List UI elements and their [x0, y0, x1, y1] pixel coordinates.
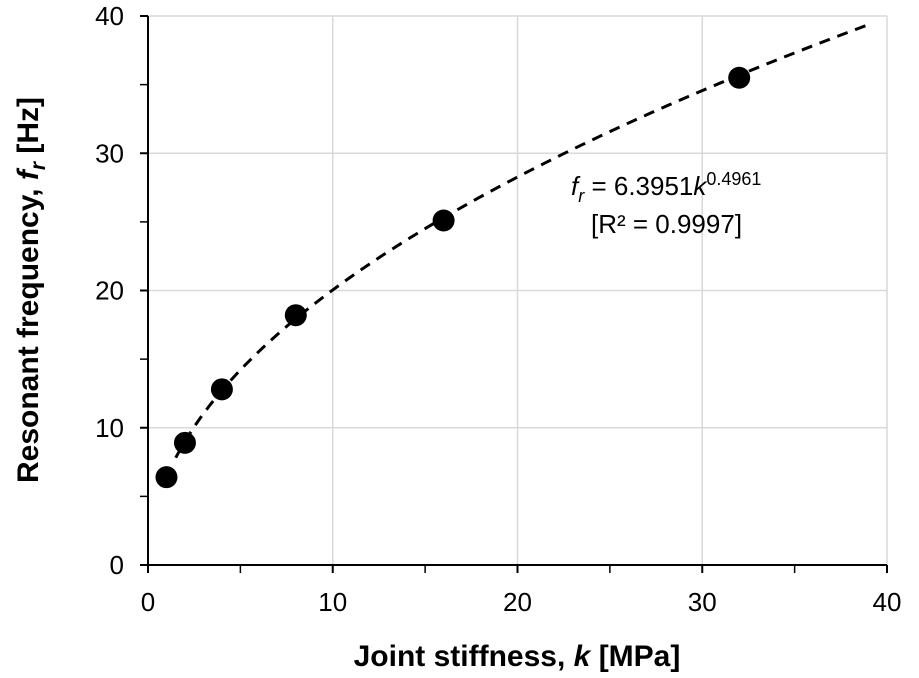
y-tick-label: 10: [95, 413, 124, 443]
y-axis-title-prefix: Resonant frequency,: [12, 180, 45, 483]
y-tick-label: 40: [95, 1, 124, 31]
r-squared-label: [R² = 0.9997]: [591, 209, 742, 239]
x-tick-label: 0: [141, 587, 155, 617]
y-tick-label: 20: [95, 276, 124, 306]
x-tick-label: 20: [503, 587, 532, 617]
equation-exponent: 0.4961: [706, 169, 761, 189]
grid-lines: [148, 15, 888, 565]
fit-curve: [174, 23, 870, 459]
data-point: [432, 209, 455, 232]
equation-k: k: [693, 171, 708, 201]
x-tick-label: 10: [318, 587, 347, 617]
tick-labels: 0 10 20 30 40 0 10 20 30 40: [95, 1, 901, 617]
equation-variable: f: [571, 171, 581, 201]
y-axis-title: Resonant frequency, fr [Hz]: [12, 97, 50, 483]
y-axis-title-sub: r: [27, 160, 50, 170]
x-tick-label: 30: [688, 587, 717, 617]
y-axis-title-suffix: [Hz]: [12, 97, 45, 162]
data-point: [210, 378, 233, 401]
tick-marks: [140, 15, 888, 573]
fit-equation: fr = 6.3951k0.4961: [571, 169, 761, 206]
x-axis-title-prefix: Joint stiffness,: [354, 640, 574, 673]
data-point: [284, 304, 307, 327]
data-point: [728, 66, 751, 89]
y-axis-title-var: f: [12, 167, 45, 180]
x-axis-title: Joint stiffness, k [MPa]: [354, 640, 681, 673]
y-tick-label: 0: [110, 550, 124, 580]
data-points: [155, 66, 751, 489]
y-tick-label: 30: [95, 138, 124, 168]
x-axis-title-var: k: [574, 640, 592, 673]
fit-curve-group: [174, 23, 870, 459]
equation-subscript: r: [578, 186, 585, 206]
data-point: [173, 431, 196, 454]
x-axis-title-suffix: [MPa]: [590, 640, 680, 673]
x-tick-label: 40: [873, 587, 902, 617]
equation-coefficient: = 6.3951: [584, 171, 693, 201]
data-point: [155, 466, 178, 489]
